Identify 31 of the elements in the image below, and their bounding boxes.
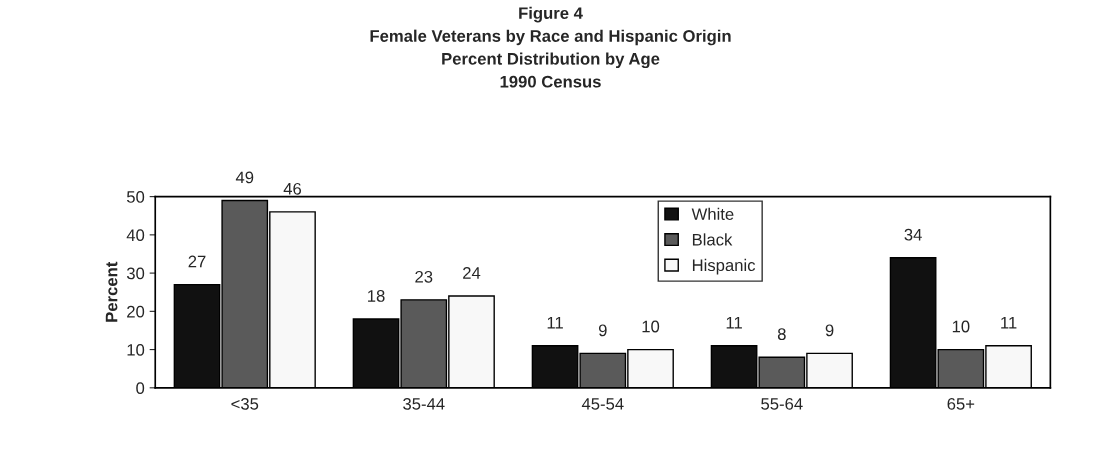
legend-label: White bbox=[691, 207, 734, 221]
y-tick-label: 50 bbox=[126, 191, 145, 203]
chart-title: Figure 4 Female Veterans by Race and Hispanic Origin Percent Distribution by Age 1990 Census bbox=[370, 6, 731, 88]
y-tick-label: 30 bbox=[126, 267, 145, 280]
data-label: 10 bbox=[952, 320, 970, 333]
x-tick-label: 55-64 bbox=[761, 397, 803, 410]
y-axis-title: Percent bbox=[105, 261, 118, 322]
y-tick-label: 10 bbox=[127, 343, 145, 356]
x-tick-label: 35-44 bbox=[403, 397, 445, 410]
data-label: 27 bbox=[188, 255, 206, 268]
x-tick-label: 45-54 bbox=[581, 398, 624, 410]
data-label: 34 bbox=[904, 228, 922, 241]
legend-label: Hispanic bbox=[692, 258, 756, 275]
data-label: 49 bbox=[235, 171, 254, 184]
data-label: 11 bbox=[1001, 316, 1017, 329]
data-label: 23 bbox=[415, 270, 433, 283]
data-label: 24 bbox=[463, 267, 481, 279]
data-label: 9 bbox=[598, 324, 607, 337]
data-label: 11 bbox=[726, 316, 742, 329]
data-label: 11 bbox=[547, 316, 563, 329]
y-tick-label: 20 bbox=[127, 305, 145, 318]
data-label: 46 bbox=[283, 182, 302, 195]
y-tick-label: 0 bbox=[136, 382, 145, 395]
data-label: 18 bbox=[368, 290, 385, 302]
y-tick-label: 40 bbox=[126, 229, 145, 242]
data-label: 10 bbox=[642, 320, 660, 333]
data-label: 9 bbox=[825, 324, 834, 337]
x-tick-label: 65+ bbox=[947, 397, 975, 410]
legend-label: Black bbox=[692, 233, 733, 246]
x-tick-label: <35 bbox=[231, 397, 259, 410]
data-label: 8 bbox=[777, 328, 786, 341]
